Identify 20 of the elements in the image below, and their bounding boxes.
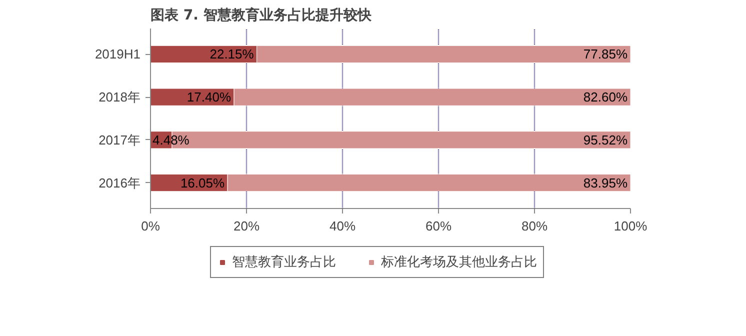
y-tick-label: 2016年 xyxy=(98,175,140,190)
y-tick-label: 2018年 xyxy=(98,90,140,105)
x-tick-label: 100% xyxy=(614,218,648,234)
data-label: 77.85% xyxy=(583,46,628,62)
data-label: 17.40% xyxy=(186,90,232,105)
legend-label: 智慧教育业务占比 xyxy=(232,253,336,271)
data-label: 22.15% xyxy=(210,46,254,62)
x-tick-label: 80% xyxy=(521,218,548,234)
data-label: 16.05% xyxy=(180,175,225,190)
legend-label: 标准化考场及其他业务占比 xyxy=(381,253,537,271)
y-tick-label: 2017年 xyxy=(98,132,140,148)
data-label: 95.52% xyxy=(583,132,628,148)
chart-title: 图表 7. 智慧教育业务占比提升较快 xyxy=(150,6,372,24)
x-tick-label: 20% xyxy=(233,218,260,234)
x-tick-label: 40% xyxy=(329,218,356,234)
x-tick-label: 0% xyxy=(141,218,160,234)
data-label: 82.60% xyxy=(583,90,628,105)
x-tick-label: 60% xyxy=(425,218,452,234)
data-label: 83.95% xyxy=(583,175,628,190)
y-tick-label: 2019H1 xyxy=(94,46,141,62)
